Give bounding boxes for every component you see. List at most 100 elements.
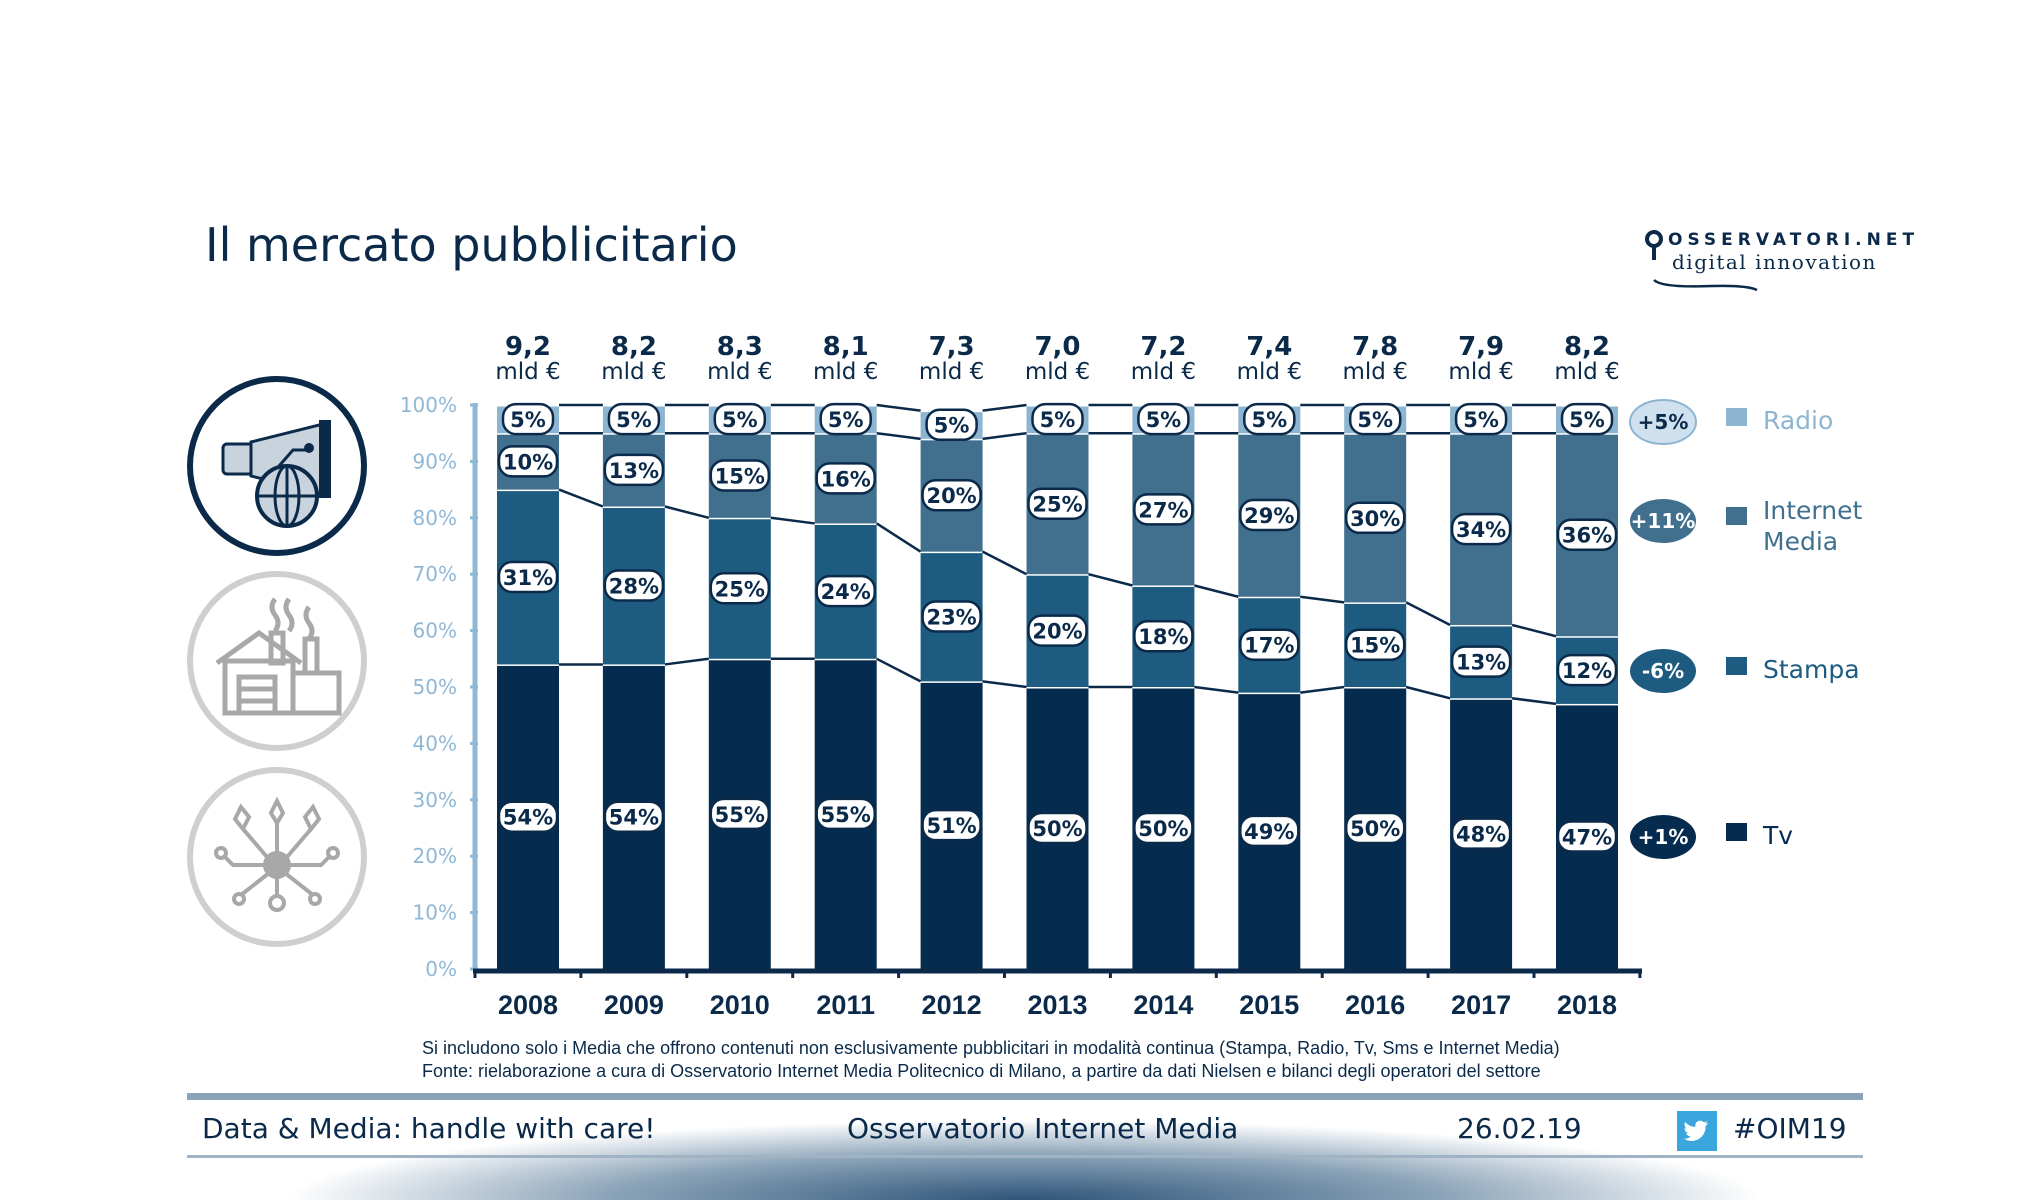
legend-label: Media <box>1763 527 1838 556</box>
legend-swatch <box>1726 823 1747 841</box>
connector-line <box>876 403 921 412</box>
connector-line <box>982 403 1027 412</box>
data-label-pill <box>1348 402 1402 436</box>
change-value: +1% <box>1638 825 1689 849</box>
data-label-pill <box>1556 820 1618 853</box>
change-value: -6% <box>1642 659 1684 683</box>
connector-line <box>876 431 921 441</box>
data-label-pill <box>1031 402 1084 436</box>
change-value: +11% <box>1631 509 1696 533</box>
megaphone-globe-icon <box>187 376 367 556</box>
change-badge <box>1630 649 1696 693</box>
data-label-pill <box>1133 493 1194 526</box>
year-label: 2010 <box>710 990 770 1020</box>
data-label-pill <box>603 800 665 833</box>
total-unit: mld € <box>919 359 984 385</box>
total-unit: mld € <box>1025 359 1090 385</box>
connector-line <box>558 488 604 508</box>
footer-divider-top <box>187 1093 1863 1100</box>
data-label-pill <box>1344 501 1406 535</box>
data-label: 29% <box>1244 504 1294 528</box>
data-label: 25% <box>1032 493 1082 517</box>
connector-line <box>982 431 1027 441</box>
footer-org: Osservatorio Internet Media <box>847 1112 1239 1145</box>
legend-label: Stampa <box>1763 655 1860 684</box>
connector-line <box>1300 595 1345 604</box>
total-value: 7,0 <box>1034 332 1080 362</box>
page-title: Il mercato pubblicitario <box>205 218 738 272</box>
total-value: 7,9 <box>1458 332 1504 362</box>
data-label-pill <box>815 574 876 608</box>
data-label: 54% <box>609 806 659 830</box>
footer-tagline: Data & Media: handle with care! <box>202 1112 656 1145</box>
data-label-pill <box>1239 628 1300 661</box>
y-tick-label: 70% <box>413 562 457 586</box>
legend-label: Radio <box>1763 406 1833 435</box>
footnote-source: Fonte: rielaborazione a cura di Osservat… <box>422 1061 1541 1081</box>
data-label-pill <box>1344 811 1406 845</box>
y-tick-label: 10% <box>413 901 457 925</box>
data-label: 55% <box>821 803 871 827</box>
year-label: 2012 <box>922 990 982 1020</box>
year-label: 2018 <box>1557 990 1617 1020</box>
y-tick-label: 100% <box>400 393 457 417</box>
y-tick-label: 60% <box>413 619 457 643</box>
data-label: 47% <box>1562 825 1612 849</box>
y-tick-label: 40% <box>413 731 457 755</box>
data-label-pill <box>603 569 665 602</box>
data-label: 5% <box>1146 408 1182 432</box>
total-unit: mld € <box>1343 359 1408 385</box>
connector-line <box>876 657 922 683</box>
data-label: 18% <box>1138 625 1188 649</box>
total-value: 8,2 <box>611 332 657 362</box>
connector-line <box>664 505 710 520</box>
connector-line <box>982 680 1027 689</box>
data-label: 51% <box>926 814 976 838</box>
data-label: 25% <box>715 577 765 601</box>
data-label-pill <box>713 402 767 436</box>
data-label-pill <box>1560 402 1614 436</box>
y-tick-label: 50% <box>413 675 457 699</box>
data-label: 34% <box>1456 518 1506 542</box>
data-label-pill <box>1027 614 1088 647</box>
data-label-pill <box>921 808 982 842</box>
data-label: 16% <box>821 467 871 491</box>
network-ideas-icon <box>187 767 367 947</box>
twitter-icon[interactable] <box>1677 1111 1717 1151</box>
total-value: 8,3 <box>717 332 763 362</box>
data-label: 5% <box>1040 408 1076 432</box>
connector-line <box>876 522 922 553</box>
legend-label: Internet <box>1763 496 1862 525</box>
data-label: 24% <box>821 580 871 604</box>
data-label-pill <box>1454 402 1508 436</box>
data-label-pill <box>497 800 559 833</box>
data-label-pill <box>819 402 872 436</box>
data-label: 5% <box>510 408 546 432</box>
legend-swatch <box>1726 507 1747 525</box>
total-value: 7,8 <box>1352 332 1398 362</box>
data-label-pill <box>921 600 982 633</box>
connector-line <box>1511 697 1557 706</box>
data-label: 31% <box>503 566 553 590</box>
data-label-pill <box>1450 512 1512 546</box>
connector-line <box>1511 623 1557 638</box>
total-unit: mld € <box>1448 359 1513 385</box>
data-label: 5% <box>1463 408 1499 432</box>
footer-divider-bottom <box>187 1155 1863 1158</box>
data-label: 49% <box>1244 820 1294 844</box>
data-label: 23% <box>926 606 976 630</box>
data-label: 5% <box>828 408 864 432</box>
total-value: 9,2 <box>505 332 551 362</box>
data-label-pill <box>1450 817 1512 850</box>
data-label: 36% <box>1562 524 1612 548</box>
osservatori-logo: OSSERVATORI.NET digital innovation <box>1642 226 1914 292</box>
footer-gradient <box>187 1100 1863 1200</box>
year-label: 2008 <box>498 990 558 1020</box>
footer-hashtag: #OIM19 <box>1733 1112 1847 1145</box>
data-label-pill <box>1344 628 1406 661</box>
data-label: 30% <box>1350 507 1400 531</box>
total-unit: mld € <box>813 359 878 385</box>
logo-line2: digital innovation <box>1672 250 1877 274</box>
connector-line <box>770 516 815 525</box>
connector-line <box>1300 685 1345 694</box>
